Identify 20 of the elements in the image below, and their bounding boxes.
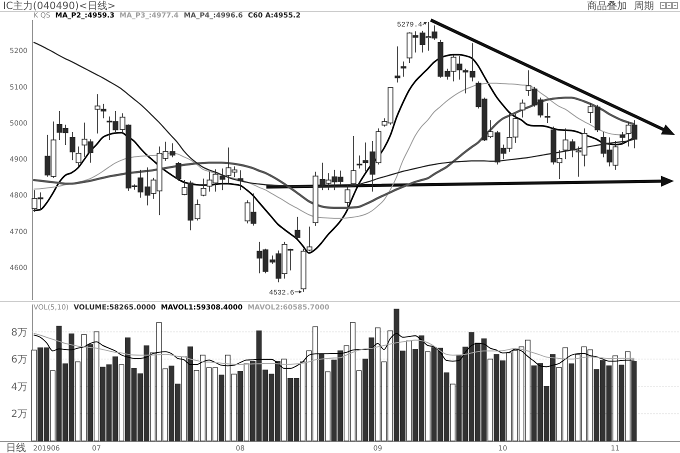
- chart-title: IC主力(040490)<日线>: [3, 0, 116, 12]
- y-tick-label: 6万: [11, 354, 28, 366]
- text: 周期: [634, 0, 654, 12]
- candlestick: [306, 226, 312, 252]
- candlestick: [620, 132, 626, 146]
- candlestick: [520, 99, 526, 118]
- x-axis-title: 日线: [6, 442, 26, 453]
- y-tick-label: 2万: [11, 409, 28, 420]
- candlestick: [294, 216, 300, 240]
- candlestick: [400, 61, 406, 78]
- candlestick: [356, 155, 362, 169]
- candlestick: [394, 46, 400, 83]
- y-tick-label: 4万: [11, 382, 28, 393]
- candlestick: [200, 178, 206, 197]
- candlestick: [544, 102, 550, 124]
- candlestick: [70, 132, 76, 161]
- candlestick: [176, 162, 182, 182]
- text: 商品叠加: [587, 0, 627, 12]
- candlestick: [76, 146, 82, 167]
- y-tick-label: 8万: [11, 327, 28, 338]
